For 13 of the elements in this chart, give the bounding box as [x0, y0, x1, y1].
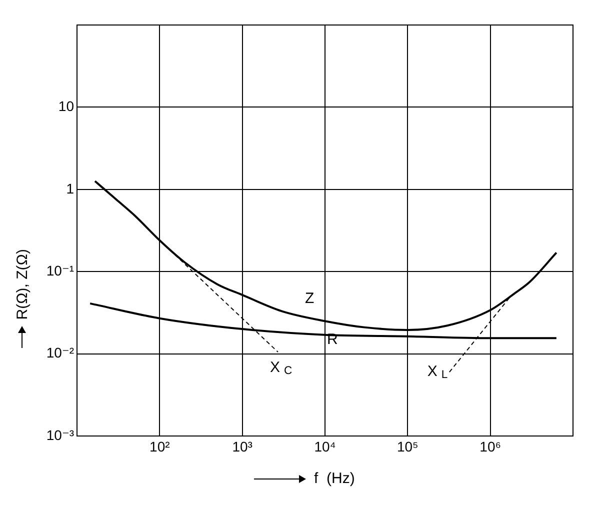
y-axis-title: R(Ω), Z(Ω) [14, 249, 30, 320]
x-axis-title: f (Hz) [314, 470, 355, 487]
x-tick-label: 10⁶ [480, 438, 502, 454]
x-tick-label: 10³ [232, 438, 253, 454]
x-tick-label: 10⁴ [314, 438, 336, 454]
y-tick-label: 10⁻³ [46, 426, 74, 443]
y-tick-label: 10⁻¹ [46, 262, 74, 278]
y-tick-label: 1 [66, 180, 74, 196]
y-tick-label: 10 [58, 98, 74, 114]
y-tick-label: 10⁻² [46, 344, 74, 361]
series-label: Z [305, 290, 314, 308]
x-tick-label: 10⁵ [396, 438, 418, 454]
x-tick-label: 10² [150, 438, 170, 454]
